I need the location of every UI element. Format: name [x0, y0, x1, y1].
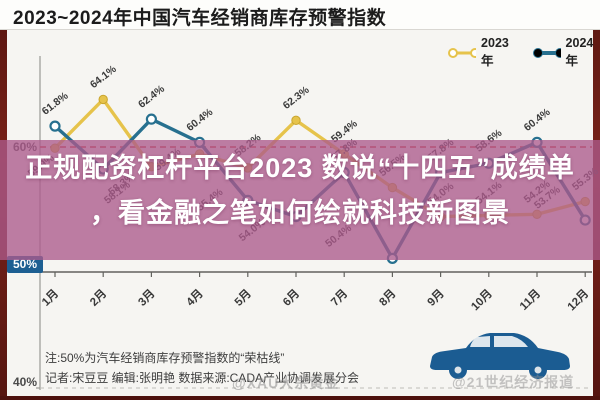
svg-text:10月: 10月	[469, 287, 495, 313]
footnote-threshold: 注:50%为汽车经销商库存预警指数的“荣枯线”	[45, 351, 285, 365]
watermark-right: @21世纪经济报道	[452, 374, 575, 390]
x-axis-month-labels: 1月 2月 3月 4月 5月 6月 7月 8月 9月 10月 11月 12月	[39, 272, 591, 313]
header-bar	[0, 0, 600, 30]
svg-text:11月: 11月	[517, 287, 543, 313]
svg-text:2月: 2月	[87, 287, 109, 309]
promo-banner-line1: 正规配资杠杆平台2023 数说“十四五”成绩单	[25, 153, 575, 183]
svg-text:64.1%: 64.1%	[88, 63, 119, 91]
footer-notes: 注:50%为汽车经销商库存预警指数的“荣枯线” 记者:宋豆豆 编辑:张明艳 数据…	[45, 348, 359, 388]
bottom-border-strip	[0, 396, 600, 400]
svg-text:60.4%: 60.4%	[184, 106, 215, 134]
chart-title: 2023~2024年中国汽车经销商库存预警指数	[13, 8, 387, 29]
svg-text:9月: 9月	[425, 287, 447, 309]
svg-text:8月: 8月	[377, 287, 399, 309]
svg-text:1月: 1月	[39, 287, 61, 309]
svg-text:4月: 4月	[184, 287, 206, 309]
svg-text:61.8%: 61.8%	[40, 89, 71, 117]
legend-line-open-circles-icon	[448, 47, 477, 58]
svg-text:12月: 12月	[565, 287, 591, 313]
promo-banner-text: 正规配资杠杆平台2023 数说“十四五”成绩单 ，看金融之笔如何绘就科技新图景	[0, 146, 600, 236]
svg-text:6月: 6月	[280, 287, 302, 309]
svg-text:7月: 7月	[328, 287, 350, 309]
svg-text:3月: 3月	[136, 287, 158, 309]
svg-text:62.4%: 62.4%	[136, 82, 167, 110]
legend-line-filled-dots-icon	[532, 47, 561, 58]
promo-banner-line2: ，看金融之笔如何绘就科技新图景	[90, 198, 510, 228]
y-tick-40: 40%	[13, 375, 38, 389]
promo-banner-overlay	[0, 140, 600, 260]
y-tick-50-badge: 50%	[7, 256, 44, 273]
svg-text:5月: 5月	[232, 287, 254, 309]
svg-text:60.4%: 60.4%	[522, 106, 553, 134]
legend-item-2024: 2024年	[532, 36, 600, 69]
watermark-center: @XAU大宗黄金	[232, 375, 340, 391]
svg-text:62.3%: 62.3%	[281, 84, 312, 112]
legend: 2023年 2024年	[447, 36, 600, 69]
credits-line: 记者:宋豆豆 编辑:张明艳 数据来源:CADA产业协调发展分会	[45, 371, 360, 385]
car-icon	[430, 333, 570, 379]
legend-item-2023: 2023年	[447, 36, 516, 69]
legend-label-2023: 2023年	[481, 36, 509, 68]
legend-label-2024: 2024年	[565, 36, 594, 68]
